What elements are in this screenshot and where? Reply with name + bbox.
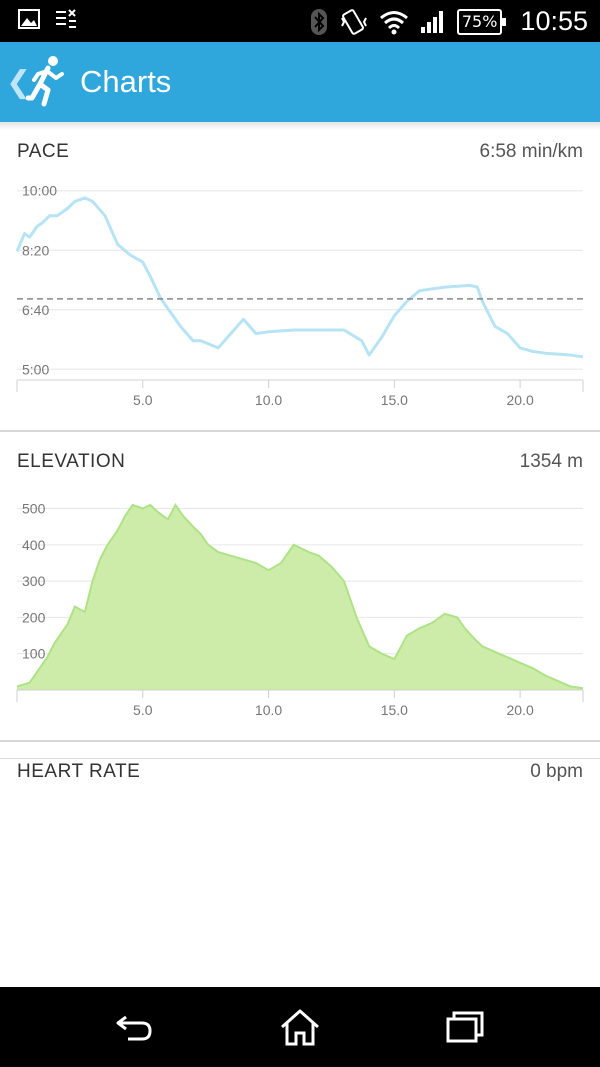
pace-title: PACE	[17, 141, 70, 162]
y-tick-label: 8:20	[22, 242, 49, 258]
status-time: 10:55	[520, 6, 588, 36]
y-tick-label: 300	[22, 573, 46, 589]
x-tick-label: 10.0	[255, 702, 282, 718]
y-tick-label: 6:40	[22, 302, 49, 318]
notification-list-icon	[56, 9, 76, 28]
elevation-section: ELEVATION 1354 m 500 400 300 200 100 5.0 10.0 1…	[0, 442, 600, 742]
status-bar: 75% 10:55	[0, 0, 600, 42]
divider-pace	[0, 430, 600, 432]
y-tick-label: 400	[22, 537, 46, 553]
image-icon	[18, 9, 40, 29]
x-tick-label: 20.0	[506, 392, 533, 408]
x-tick-label: 15.0	[381, 392, 408, 408]
back-icon[interactable]	[112, 1007, 156, 1047]
heart-rate-section: HEART RATE 0 bpm	[0, 752, 600, 812]
recents-icon[interactable]	[444, 1007, 488, 1047]
action-bar: ❮ Charts	[0, 42, 600, 122]
navigation-bar	[0, 987, 600, 1067]
elevation-chart: 500 400 300 200 100 5.0 10.0 15.0 20.0	[16, 501, 584, 718]
signal-icon	[420, 10, 443, 33]
divider-heart-rate	[0, 758, 600, 759]
y-tick-label: 500	[22, 501, 46, 517]
wifi-icon	[379, 10, 408, 34]
page-title: Charts	[80, 64, 172, 99]
elevation-area	[17, 504, 583, 690]
x-tick-label: 15.0	[381, 702, 408, 718]
elevation-line	[16, 502, 584, 690]
heart-rate-value: 0 bpm	[530, 761, 583, 782]
action-bar-shadow	[0, 122, 600, 130]
bluetooth-icon	[310, 8, 327, 35]
x-tick-label: 20.0	[506, 702, 533, 718]
x-tick-label: 5.0	[133, 392, 153, 408]
x-tick-label: 5.0	[133, 702, 153, 718]
runner-icon[interactable]	[26, 54, 66, 110]
y-tick-label: 200	[22, 609, 46, 625]
pace-chart: 10:00 8:20 6:40 5:00 5.0 10.0 15.0 20.0	[15, 183, 584, 408]
home-icon[interactable]	[278, 1007, 322, 1047]
y-tick-label: 10:00	[22, 183, 57, 199]
x-tick-label: 10.0	[255, 392, 282, 408]
y-tick-label: 100	[22, 646, 46, 662]
pace-line	[15, 196, 584, 359]
elevation-title: ELEVATION	[17, 451, 126, 472]
divider-elevation	[0, 740, 600, 742]
heart-rate-title: HEART RATE	[17, 761, 141, 782]
vibrate-icon	[340, 8, 367, 35]
y-tick-label: 5:00	[22, 361, 49, 377]
elevation-value: 1354 m	[519, 451, 583, 472]
battery-icon: 75%	[456, 8, 506, 35]
back-chevron-icon[interactable]: ❮	[6, 64, 32, 100]
pace-value: 6:58 min/km	[479, 141, 583, 162]
pace-section: PACE 6:58 min/km 10:00 8:20 6:40 5:00 5.0 10.…	[0, 132, 600, 432]
